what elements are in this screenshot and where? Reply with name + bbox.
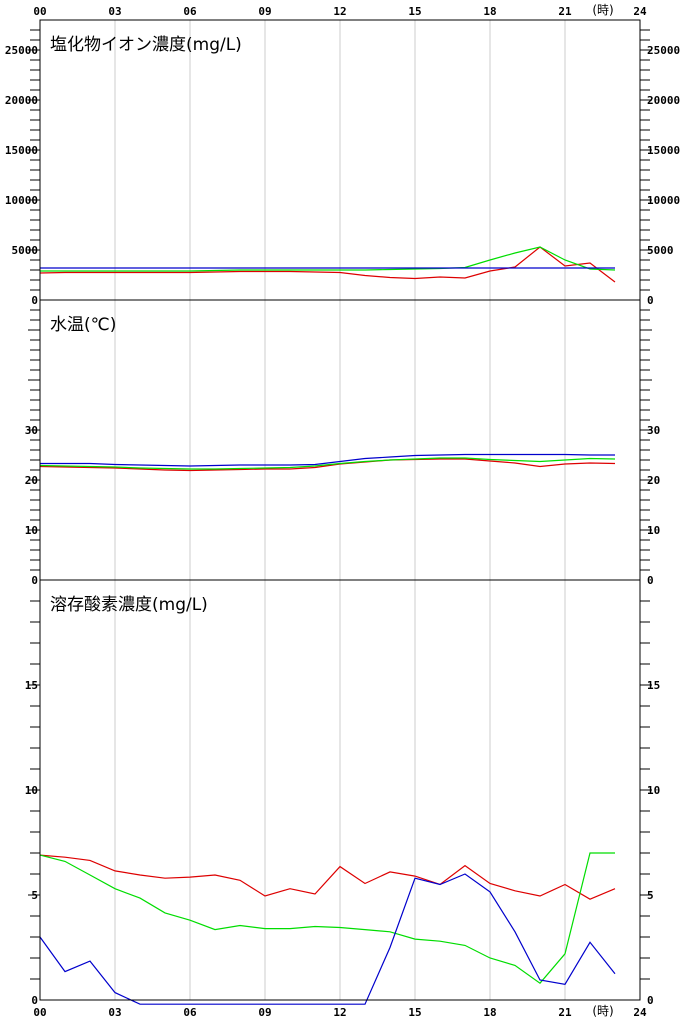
bottom-hour-label: 12 bbox=[333, 1006, 346, 1019]
top-hour-label: 18 bbox=[483, 5, 496, 18]
right-y-tick-label: 10 bbox=[647, 784, 660, 797]
bottom-hour-label: 15 bbox=[408, 1006, 421, 1019]
top-hour-label: 06 bbox=[183, 5, 197, 18]
left-y-tick-label: 0 bbox=[31, 294, 38, 307]
right-y-tick-label: 15000 bbox=[647, 144, 680, 157]
bottom-time-axis: 00 03 06 09 12 15 18 21 24 (時) bbox=[33, 1004, 647, 1019]
series-line-2 bbox=[40, 246, 616, 272]
left-y-tick-label: 10000 bbox=[5, 194, 38, 207]
chart-panel-1: 0 0 5000 5000 10000 10000 15000 15000 20000 20000… bbox=[5, 19, 680, 307]
series-line-3 bbox=[40, 453, 615, 467]
series-line-1 bbox=[39, 458, 616, 472]
chart-panel-3: 0 0 5 5 10 10 15 15 溶存酸素濃度(mg/L) bbox=[25, 579, 660, 1007]
panel-title: 塩化物イオン濃度(mg/L) bbox=[50, 35, 242, 55]
right-y-tick-label: 15 bbox=[647, 679, 660, 692]
bottom-hour-label: 18 bbox=[483, 1006, 496, 1019]
left-y-tick-label: 5000 bbox=[12, 244, 39, 257]
right-y-tick-label: 0 bbox=[647, 994, 654, 1007]
panel-title: 水温(℃) bbox=[50, 315, 116, 335]
left-y-tick-label: 5 bbox=[31, 889, 38, 902]
series-line-3 bbox=[39, 873, 616, 1005]
bottom-hour-label: 06 bbox=[183, 1006, 197, 1019]
right-y-tick-label: 10000 bbox=[647, 194, 680, 207]
top-time-axis: 00 03 06 09 12 15 18 21 24 (時) bbox=[33, 3, 647, 18]
right-y-tick-label: 20000 bbox=[647, 94, 680, 107]
bottom-time-unit: (時) bbox=[592, 1004, 613, 1018]
bottom-hour-label: 09 bbox=[258, 1006, 271, 1019]
top-hour-label: 24 bbox=[633, 5, 647, 18]
top-hour-label: 21 bbox=[558, 5, 572, 18]
left-y-tick-label: 0 bbox=[31, 574, 38, 587]
panel-title: 溶存酸素濃度(mg/L) bbox=[50, 595, 208, 615]
top-hour-label: 03 bbox=[108, 5, 121, 18]
top-hour-label: 15 bbox=[408, 5, 421, 18]
left-y-tick-label: 15 bbox=[25, 679, 38, 692]
left-y-tick-label: 10 bbox=[25, 524, 38, 537]
right-y-tick-label: 5 bbox=[647, 889, 654, 902]
left-y-tick-label: 10 bbox=[25, 784, 38, 797]
bottom-hour-label: 00 bbox=[33, 1006, 46, 1019]
chart-panel-2: 0 0 10 10 20 20 30 30 水温(℃) bbox=[25, 299, 660, 587]
right-y-tick-label: 10 bbox=[647, 524, 660, 537]
series-line-2 bbox=[39, 457, 616, 470]
right-y-tick-label: 20 bbox=[647, 474, 660, 487]
bottom-hour-label: 24 bbox=[633, 1006, 647, 1019]
bottom-hour-label: 03 bbox=[108, 1006, 121, 1019]
top-time-unit: (時) bbox=[592, 3, 613, 17]
top-hour-label: 12 bbox=[333, 5, 346, 18]
left-y-tick-label: 15000 bbox=[5, 144, 38, 157]
right-y-tick-label: 5000 bbox=[647, 244, 674, 257]
top-hour-label: 09 bbox=[258, 5, 271, 18]
right-y-tick-label: 25000 bbox=[647, 44, 680, 57]
left-y-tick-label: 20 bbox=[25, 474, 38, 487]
top-hour-label: 00 bbox=[33, 5, 46, 18]
panel-frame bbox=[39, 579, 641, 1001]
right-y-tick-label: 0 bbox=[647, 294, 654, 307]
left-y-tick-label: 20000 bbox=[5, 94, 38, 107]
series-line-2 bbox=[39, 852, 615, 985]
left-y-tick-label: 25000 bbox=[5, 44, 38, 57]
left-y-tick-label: 30 bbox=[25, 424, 38, 437]
series-line-1 bbox=[39, 246, 616, 283]
left-y-tick-label: 0 bbox=[31, 994, 38, 1007]
right-y-tick-label: 0 bbox=[647, 574, 654, 587]
right-y-tick-label: 30 bbox=[647, 424, 660, 437]
series-line-1 bbox=[39, 854, 616, 900]
bottom-hour-label: 21 bbox=[558, 1006, 572, 1019]
